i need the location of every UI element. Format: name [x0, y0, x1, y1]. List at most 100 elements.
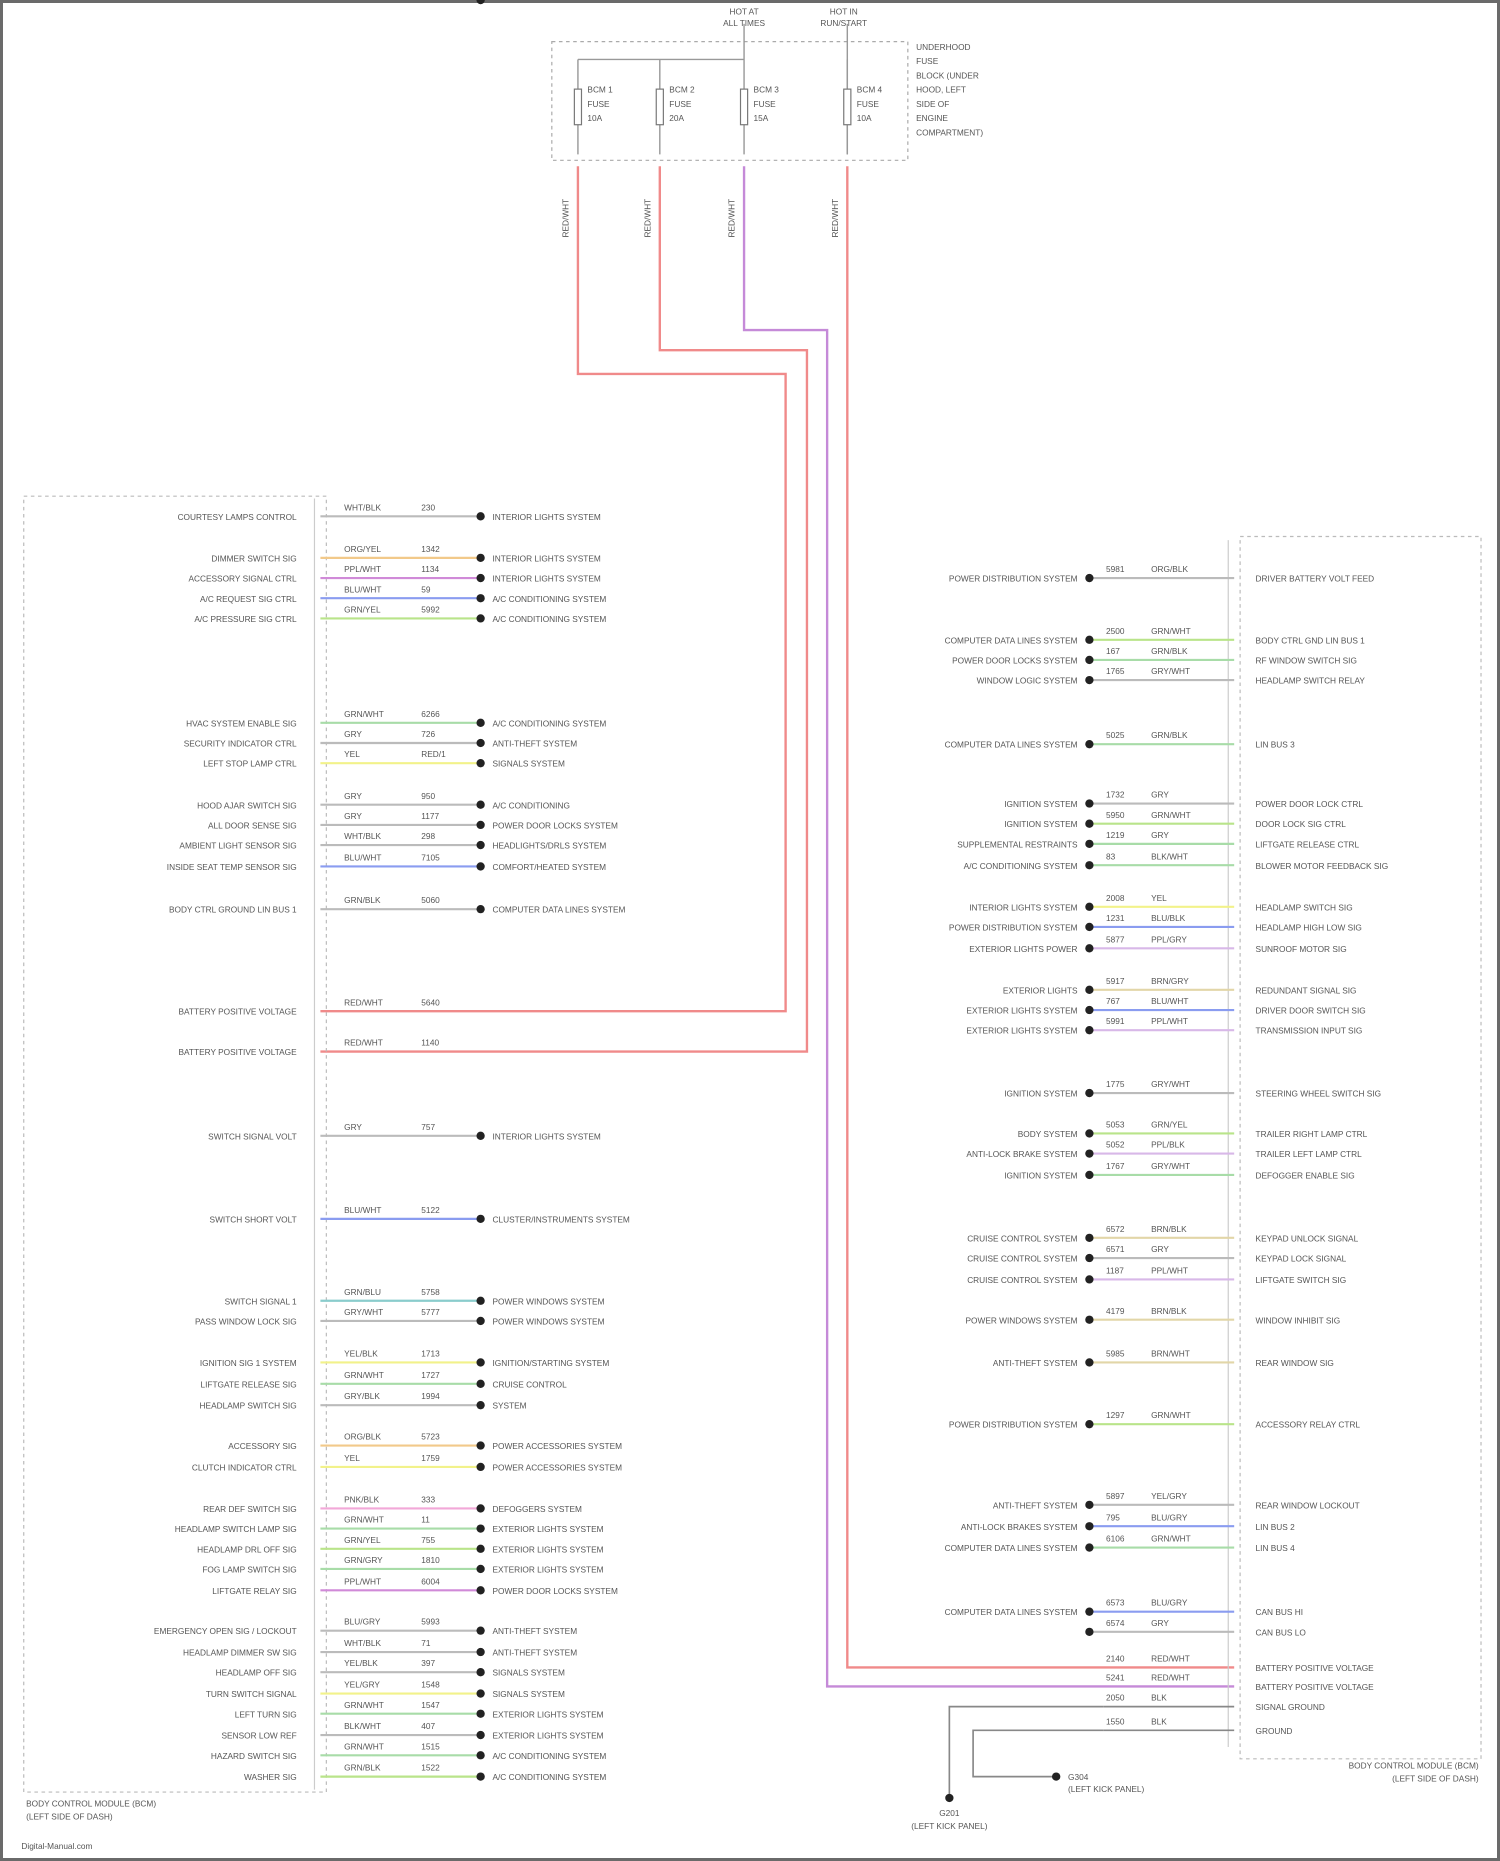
fuse-amps: 10A [857, 113, 872, 123]
source-label: ANTI-LOCK BRAKES SYSTEM [961, 1522, 1078, 1532]
circuit-number: 1994 [421, 1391, 440, 1401]
wire-color-code: YEL [344, 749, 360, 759]
ground-location: (LEFT KICK PANEL) [1068, 1784, 1144, 1794]
destination-label: POWER WINDOWS SYSTEM [492, 1316, 604, 1326]
connector-dot [476, 1379, 485, 1388]
wire-color-code: RED/WHT [1151, 1673, 1190, 1683]
fuse-feed-wire-2 [320, 166, 809, 1053]
wire-color-code: YEL/GRY [344, 1680, 380, 1690]
wire-color-code: GRN/BLU [344, 1287, 381, 1297]
circuit-number: 5993 [421, 1617, 440, 1627]
circuit-number: 5052 [1106, 1140, 1125, 1150]
circuit-number: 767 [1106, 996, 1120, 1006]
connector-dot [476, 1441, 485, 1450]
connector-dot [476, 0, 485, 5]
pin-function-label: PASS WINDOW LOCK SIG [195, 1316, 297, 1326]
wire-color-code: BRN/BLK [1151, 1224, 1187, 1234]
wire-color-code: YEL [1151, 893, 1167, 903]
module-subtitle: (LEFT SIDE OF DASH) [26, 1811, 113, 1821]
circuit-number: 11 [421, 1515, 430, 1525]
destination-label: POWER DOOR LOCKS SYSTEM [492, 1586, 617, 1596]
circuit-number: 6573 [1106, 1598, 1125, 1608]
fuse-name: BCM 1 [587, 85, 613, 95]
destination-label: EXTERIOR LIGHTS SYSTEM [492, 1709, 603, 1719]
source-label: ANTI-THEFT SYSTEM [993, 1500, 1078, 1510]
wire-color-code: YEL/GRY [1151, 1491, 1187, 1501]
wire-color-code: BLU/WHT [344, 584, 381, 594]
pin-function-label: KEYPAD UNLOCK SIGNAL [1256, 1233, 1359, 1243]
fuse-amps: 20A [669, 113, 684, 123]
ground-g201 [945, 1793, 954, 1803]
circuit-number: 1713 [421, 1349, 440, 1359]
destination-label: CLUSTER/INSTRUMENTS SYSTEM [492, 1214, 629, 1224]
circuit-number: 4179 [1106, 1306, 1125, 1316]
circuit-number: 5060 [421, 895, 440, 905]
wire-color-code: GRN/WHT [1151, 1410, 1191, 1420]
source-label: EXTERIOR LIGHTS SYSTEM [966, 1026, 1077, 1036]
circuit-number: 1767 [1106, 1161, 1125, 1171]
circuit-number: 2500 [1106, 626, 1125, 636]
pin-function-label: CLUTCH INDICATOR CTRL [192, 1462, 297, 1472]
ground-name: G201 [939, 1808, 960, 1818]
circuit-number: 5917 [1106, 976, 1125, 986]
connector-dot [1085, 839, 1094, 849]
circuit-number: 2140 [1106, 1654, 1125, 1664]
pin-function-label: DRIVER BATTERY VOLT FEED [1256, 574, 1375, 584]
fuse-name: BCM 4 [857, 85, 883, 95]
fuse-4-symbol [843, 88, 852, 126]
pin-function-label: SUNROOF MOTOR SIG [1256, 944, 1347, 954]
fuse-block-outline [551, 41, 909, 161]
pin-function-label: REAR DEF SWITCH SIG [203, 1504, 297, 1514]
connector-dot [476, 1544, 485, 1553]
fuse-rating: FUSE [754, 99, 777, 109]
ground-g304 [1052, 1772, 1061, 1781]
circuit-number: 230 [421, 502, 435, 512]
destination-label: EXTERIOR LIGHTS SYSTEM [492, 1565, 603, 1575]
fuse-block-label: BLOCK (UNDER [916, 70, 979, 80]
circuit-number: 1775 [1106, 1079, 1125, 1089]
pin-function-label: BODY CTRL GROUND LIN BUS 1 [169, 905, 297, 915]
connector-dot [1085, 1233, 1094, 1243]
connector-dot [476, 1751, 485, 1760]
pin-function-label: HVAC SYSTEM ENABLE SIG [186, 718, 297, 728]
pin-function-label: LIN BUS 3 [1256, 740, 1296, 750]
circuit-number: 1522 [421, 1763, 440, 1773]
module-title: BODY CONTROL MODULE (BCM) [1349, 1760, 1479, 1770]
pin-function-label: LIFTGATE RELEASE SIG [200, 1379, 296, 1389]
pin-function-label: BATTERY POSITIVE VOLTAGE [178, 1047, 297, 1057]
circuit-number: 6004 [421, 1576, 440, 1586]
connector-dot [1085, 1500, 1094, 1510]
wire-color-code: GRN/GRY [344, 1555, 383, 1565]
destination-label: POWER ACCESSORIES SYSTEM [492, 1462, 622, 1472]
power-label: HOT AT [729, 6, 758, 16]
fuse-block-label: FUSE [916, 56, 939, 66]
destination-label: A/C CONDITIONING SYSTEM [492, 614, 606, 624]
wire-color-code: BLU/GRY [1151, 1598, 1188, 1608]
wire-color-code: PPL/WHT [344, 564, 381, 574]
pin-function-label: HEADLAMP SWITCH SIG [1256, 902, 1353, 912]
connector-dot [1085, 1543, 1094, 1552]
circuit-number: 6266 [421, 709, 440, 719]
pin-function-label: IGNITION SIG 1 SYSTEM [200, 1358, 297, 1368]
left-module-outline [23, 495, 327, 1793]
pin-function-label: TRAILER RIGHT LAMP CTRL [1256, 1129, 1368, 1139]
destination-label: A/C CONDITIONING SYSTEM [492, 1772, 606, 1782]
wire-color-code: GRY/WHT [1151, 1161, 1190, 1171]
wire-color-code: GRN/WHT [344, 1370, 384, 1380]
destination-label: ANTI-THEFT SYSTEM [492, 1648, 577, 1658]
wire-color-code: WHT/BLK [344, 831, 381, 841]
fuse-feed-wire-4 [846, 166, 1235, 1669]
wire-color-code: GRY [1151, 1244, 1169, 1254]
fuse-3-symbol [739, 88, 749, 126]
fuse-name: BCM 2 [669, 85, 695, 95]
fuse-name: BCM 3 [754, 85, 780, 95]
connector-dot [1085, 861, 1094, 870]
circuit-number: 5122 [421, 1205, 440, 1215]
circuit-number: 2050 [1106, 1693, 1125, 1703]
circuit-number: RED/1 [421, 749, 446, 759]
wire-color-code: GRN/YEL [1151, 1119, 1188, 1129]
source-label: POWER DISTRIBUTION SYSTEM [949, 923, 1078, 933]
circuit-number: 6574 [1106, 1618, 1125, 1628]
connector-dot [476, 1401, 485, 1410]
